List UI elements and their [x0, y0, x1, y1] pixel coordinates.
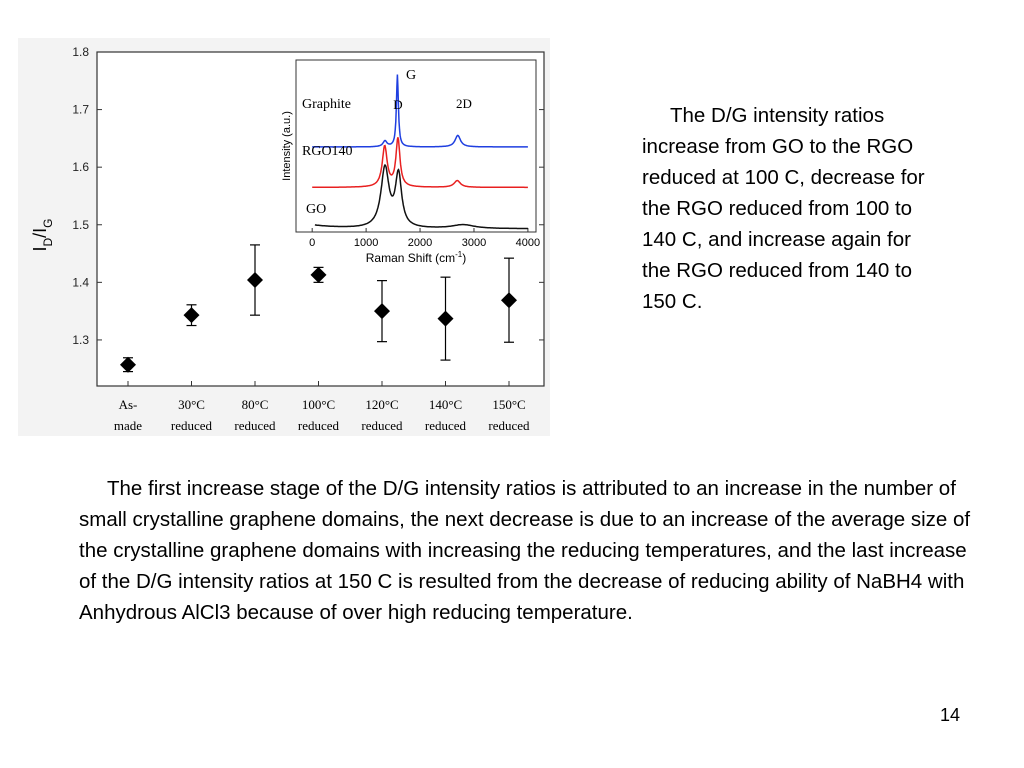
- inset-series-line: [312, 137, 528, 189]
- inset-x-label-sup: -1: [455, 250, 463, 259]
- x-axis-category-labels: As-made 30°C reduced 80°C reduced 100°C reduce…: [114, 381, 530, 433]
- x-tick-label-line1: As-: [119, 397, 138, 412]
- y-tick-label: 1.5: [72, 218, 89, 232]
- inset-series-line: [314, 163, 528, 230]
- peak-label-2d: 2D: [456, 96, 472, 111]
- inset-x-label-end: ): [462, 251, 466, 265]
- x-tick-label-line2: made: [114, 418, 142, 433]
- data-points: [120, 266, 517, 373]
- x-tick-label-line1: 100°C: [302, 397, 335, 412]
- y-tick-label: 1.6: [72, 160, 89, 174]
- x-tick-label-line2: reduced: [488, 418, 530, 433]
- x-tick-label-line2: reduced: [171, 418, 213, 433]
- inset-series-name: GO: [306, 202, 326, 217]
- y-label-sub-d: D: [41, 238, 55, 247]
- x-tick-label-line2: reduced: [425, 418, 467, 433]
- x-tick-label-line1: 30°C: [178, 397, 205, 412]
- peak-label-d: D: [393, 97, 402, 112]
- data-point-diamond: [501, 292, 517, 309]
- inset-x-label-text: Raman Shift (cm: [366, 251, 455, 265]
- inset-series-line: [312, 74, 528, 148]
- inset-x-tick-label: 2000: [408, 237, 432, 249]
- x-tick-label-line1: 80°C: [242, 397, 269, 412]
- inset-series-labels: Graphite RGO140 GO: [302, 97, 353, 217]
- y-axis-ticks: 1.3 1.4 1.5 1.6 1.7 1.8: [72, 45, 544, 347]
- peak-label-g: G: [406, 68, 416, 83]
- x-tick-label-line1: 150°C: [492, 397, 525, 412]
- data-point-diamond: [374, 303, 390, 320]
- y-tick-label: 1.7: [72, 103, 89, 117]
- x-tick-label-line2: reduced: [234, 418, 276, 433]
- inset-x-label: Raman Shift (cm-1): [366, 250, 466, 265]
- main-paragraph: The first increase stage of the D/G inte…: [79, 477, 971, 624]
- inset-series-name: Graphite: [302, 97, 351, 112]
- inset-x-ticks: 0 1000 2000 3000 4000: [309, 228, 540, 249]
- y-label-i: I: [30, 247, 50, 252]
- data-point-diamond: [247, 272, 263, 289]
- inset-x-tick-label: 0: [309, 237, 315, 249]
- inset-spectra: [312, 74, 528, 230]
- inset-x-tick-label: 4000: [516, 237, 540, 249]
- x-tick-label-line2: reduced: [298, 418, 340, 433]
- data-point-diamond: [310, 266, 327, 283]
- inset-x-tick-label: 1000: [354, 237, 378, 249]
- y-label-sub-g: G: [41, 218, 55, 227]
- raman-inset: 0 1000 2000 3000 4000 Graphite RGO140 GO G D 2…: [281, 59, 540, 265]
- y-axis-label: ID/IG: [30, 218, 55, 251]
- x-tick-label-line1: 120°C: [365, 397, 398, 412]
- inset-series-name: RGO140: [302, 144, 353, 159]
- x-tick-label-line1: 140°C: [429, 397, 462, 412]
- inset-y-label: Intensity (a.u.): [281, 111, 293, 181]
- data-point-diamond: [120, 356, 136, 373]
- y-tick-label: 1.8: [72, 45, 89, 59]
- data-point-diamond: [183, 307, 200, 324]
- x-tick-label-line2: reduced: [361, 418, 403, 433]
- y-label-sep: /I: [30, 228, 50, 238]
- y-tick-label: 1.4: [72, 275, 89, 289]
- page-number: 14: [940, 705, 961, 725]
- chart-figure: 1.3 1.4 1.5 1.6 1.7 1.8 As-made 30°C reduced 80°…: [18, 38, 550, 436]
- id-ig-chart: 1.3 1.4 1.5 1.6 1.7 1.8 As-made 30°C reduced 80°…: [18, 38, 550, 436]
- side-note-text: The D/G intensity ratios increase from G…: [642, 104, 925, 313]
- data-point-diamond: [437, 310, 454, 327]
- inset-x-tick-label: 3000: [462, 237, 486, 249]
- y-tick-label: 1.3: [72, 333, 89, 347]
